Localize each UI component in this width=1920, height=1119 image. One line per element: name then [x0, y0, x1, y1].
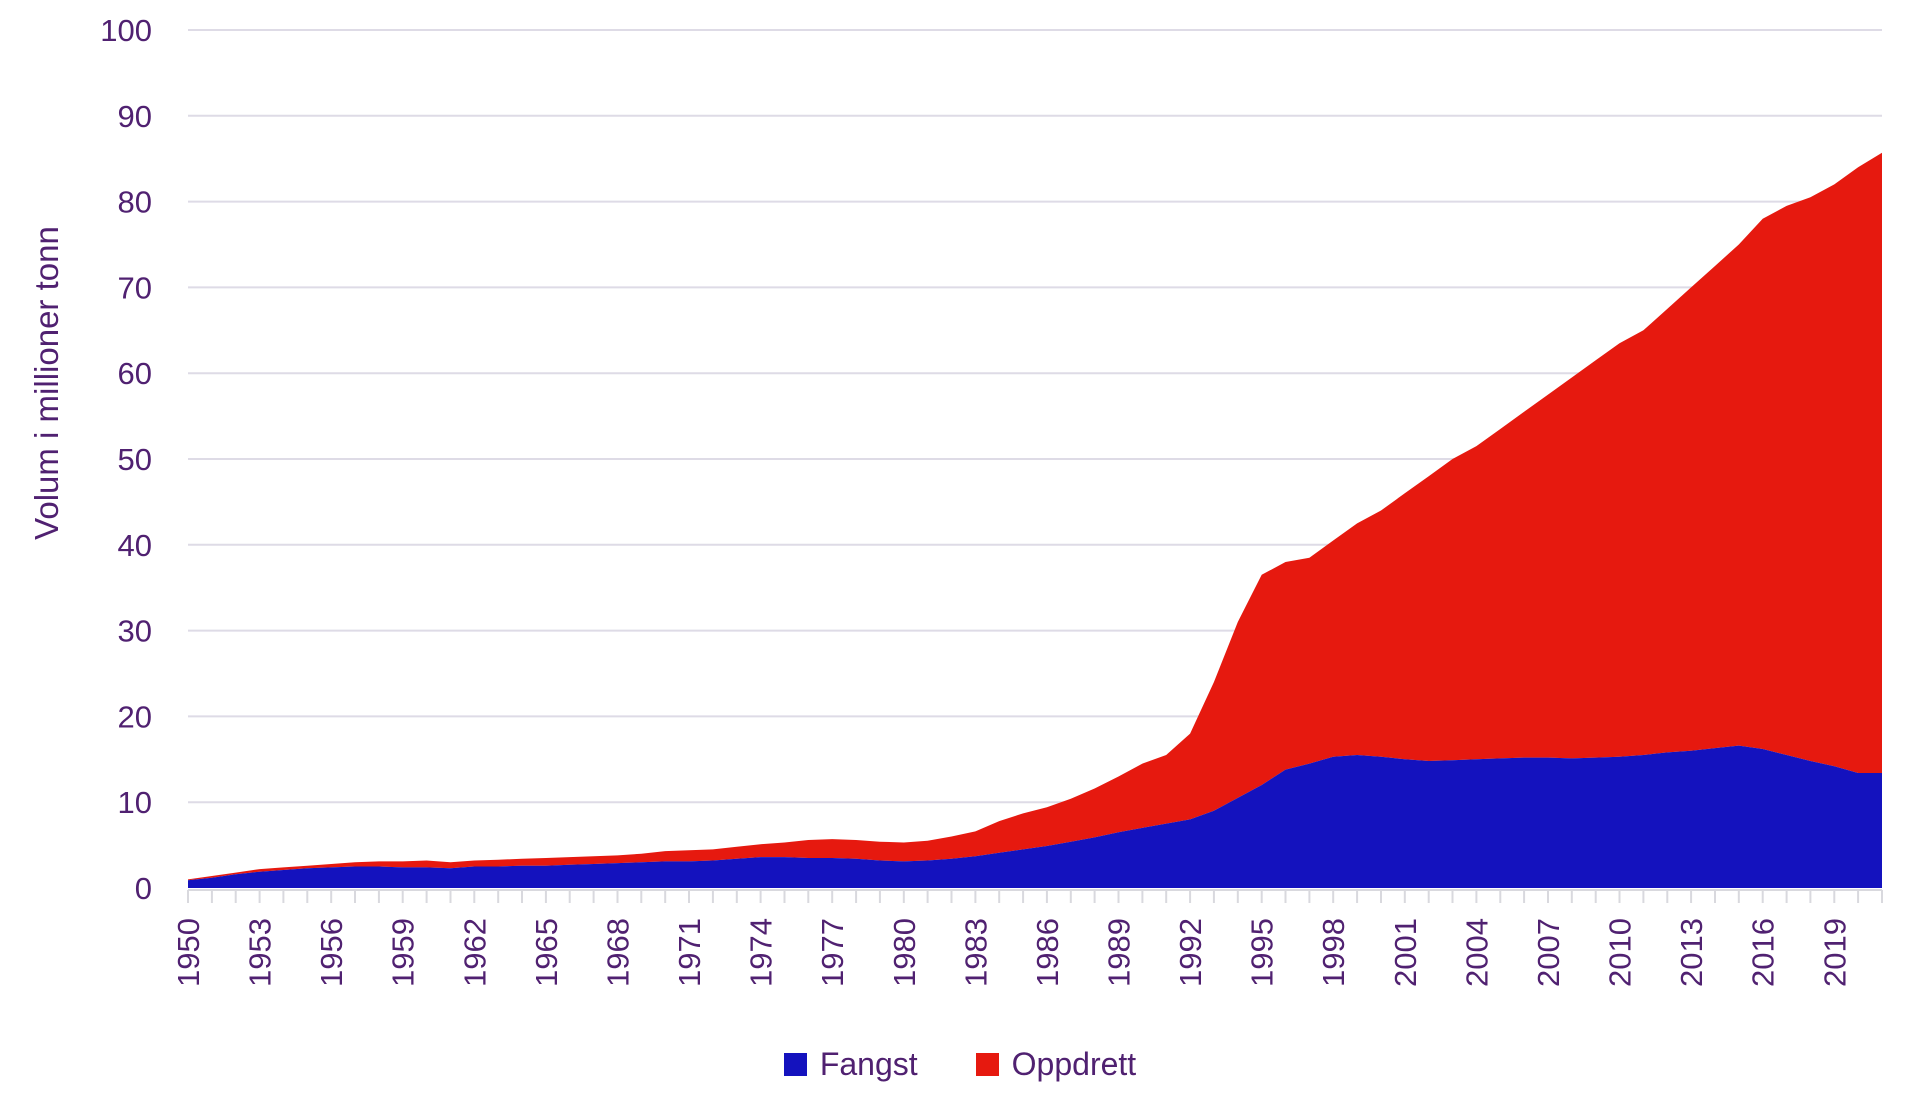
x-tick-label-2019: 2019 — [1817, 918, 1852, 987]
y-tick-label-30: 30 — [118, 614, 152, 649]
fangst-label: Fangst — [819, 1046, 918, 1082]
x-tick-label-1965: 1965 — [529, 918, 564, 987]
area-fangst — [188, 745, 1882, 888]
area-oppdrett — [188, 152, 1882, 881]
x-tick-label-2010: 2010 — [1603, 918, 1638, 987]
y-tick-label-10: 10 — [118, 785, 152, 820]
x-tick-label-1995: 1995 — [1245, 918, 1280, 987]
x-tick-label-1986: 1986 — [1030, 918, 1065, 987]
y-tick-label-0: 0 — [135, 871, 152, 906]
x-tick-label-2001: 2001 — [1388, 918, 1423, 987]
y-tick-label-100: 100 — [100, 13, 152, 48]
y-tick-label-50: 50 — [118, 442, 152, 477]
x-tick-label-1998: 1998 — [1316, 918, 1351, 987]
x-tick-label-1950: 1950 — [171, 918, 206, 987]
x-tick-label-1992: 1992 — [1173, 918, 1208, 987]
x-tick-label-1959: 1959 — [386, 918, 421, 987]
y-tick-label-20: 20 — [118, 699, 152, 734]
x-tick-label-1971: 1971 — [672, 918, 707, 987]
x-tick-label-1962: 1962 — [457, 918, 492, 987]
x-tick-label-1974: 1974 — [744, 918, 779, 987]
x-tick-label-2004: 2004 — [1459, 918, 1494, 987]
legend: Fangst Oppdrett — [0, 1046, 1920, 1083]
y-tick-label-90: 90 — [118, 99, 152, 134]
x-tick-label-2016: 2016 — [1746, 918, 1781, 987]
legend-item-oppdrett: Oppdrett — [975, 1046, 1137, 1083]
legend-item-fangst: Fangst — [783, 1046, 918, 1083]
x-tick-label-1980: 1980 — [887, 918, 922, 987]
x-tick-label-1977: 1977 — [815, 918, 850, 987]
oppdrett-label: Oppdrett — [1011, 1046, 1137, 1082]
x-tick-label-1953: 1953 — [243, 918, 278, 987]
x-tick-label-1989: 1989 — [1102, 918, 1137, 987]
y-tick-label-80: 80 — [118, 185, 152, 220]
y-tick-label-70: 70 — [118, 270, 152, 305]
x-tick-label-1956: 1956 — [314, 918, 349, 987]
x-tick-label-2013: 2013 — [1674, 918, 1709, 987]
y-axis-title: Volum i millioner tonn — [28, 226, 65, 540]
y-tick-label-40: 40 — [118, 528, 152, 563]
x-tick-label-2007: 2007 — [1531, 918, 1566, 987]
y-tick-label-60: 60 — [118, 356, 152, 391]
x-tick-label-1983: 1983 — [958, 918, 993, 987]
x-tick-label-1968: 1968 — [601, 918, 636, 987]
fangst-swatch-icon — [783, 1053, 807, 1076]
oppdrett-swatch-icon — [975, 1053, 999, 1076]
